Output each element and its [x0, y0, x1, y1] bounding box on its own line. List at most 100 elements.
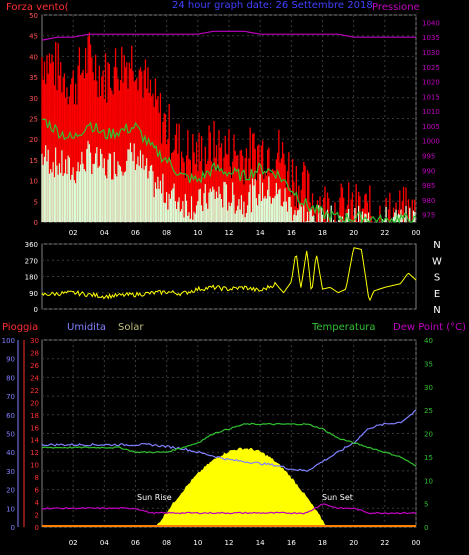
- wind-y-tick-label: 35: [29, 74, 38, 82]
- rain-y-tick-label: 14: [30, 437, 39, 445]
- direction-y-tick-label: 0: [34, 306, 38, 314]
- wind-x-tick-label: 22: [380, 229, 389, 237]
- humidity-y-tick-label: 60: [6, 412, 15, 420]
- wind-y-tick-label: 45: [29, 33, 38, 41]
- rain-y-tick-label: 24: [30, 374, 39, 382]
- direction-y-tick-label: 90: [29, 290, 38, 298]
- temperature-y-tick-label: 5: [424, 501, 428, 509]
- sunset-annotation: Sun Set: [322, 493, 353, 502]
- weather-x-tick-label: 20: [349, 539, 358, 547]
- weather-x-tick-label: 16: [287, 539, 296, 547]
- humidity-y-tick-label: 40: [6, 449, 15, 457]
- humidity-y-tick-label: 100: [2, 337, 15, 345]
- humidity-y-tick-label: 50: [6, 431, 15, 439]
- rain-y-tick-label: 18: [30, 412, 39, 420]
- temperature-y-tick-label: 20: [424, 431, 433, 439]
- temperature-y-tick-label: 0: [424, 524, 428, 532]
- humidity-y-tick-label: 70: [6, 393, 15, 401]
- wind-x-tick-label: 16: [287, 229, 296, 237]
- dew-point-line: [42, 503, 417, 515]
- wind-y-tick-label: 40: [29, 53, 38, 61]
- wind-x-tick-label: 08: [162, 229, 171, 237]
- weather-x-tick-label: 08: [162, 539, 171, 547]
- temperature-axis-title: Temperatura: [311, 322, 376, 333]
- wind-x-tick-label: 12: [225, 229, 234, 237]
- wind-y-tick-label: 5: [34, 198, 38, 206]
- pressure-y-tick-label: 995: [422, 152, 435, 160]
- weather-x-tick-label: 06: [131, 539, 140, 547]
- compass-label: W: [432, 256, 442, 267]
- wind-y-tick-label: 50: [29, 12, 38, 20]
- weather-panel: 0102030405060708090100024681012141618202…: [2, 337, 433, 547]
- weather-x-tick-label: 10: [193, 539, 202, 547]
- wind-y-tick-label: 15: [29, 157, 38, 165]
- temperature-line: [41, 422, 417, 467]
- wind-y-tick-label: 20: [29, 136, 38, 144]
- direction-y-tick-label: 270: [25, 257, 38, 265]
- humidity-y-tick-label: 90: [6, 356, 15, 364]
- pressure-y-tick-label: 985: [422, 182, 435, 190]
- humidity-y-tick-label: 30: [6, 468, 15, 476]
- temperature-y-tick-label: 35: [424, 360, 433, 368]
- wind-y-tick-label: 30: [29, 95, 38, 103]
- temperature-y-tick-label: 30: [424, 384, 433, 392]
- rain-y-tick-label: 16: [30, 424, 39, 432]
- temperature-y-tick-label: 40: [424, 337, 433, 345]
- wind-y-tick-label: 0: [34, 219, 38, 227]
- pressure-y-tick-label: 1020: [422, 79, 440, 87]
- wind-axis-title: Forza vento(: [6, 2, 69, 13]
- pressure-y-tick-label: 980: [422, 197, 435, 205]
- temperature-y-tick-label: 25: [424, 407, 433, 415]
- rain-y-tick-label: 6: [35, 487, 40, 495]
- rain-y-tick-label: 10: [30, 462, 39, 470]
- humidity-y-tick-label: 10: [6, 505, 15, 513]
- weather-x-tick-label: 12: [225, 539, 234, 547]
- humidity-y-tick-label: 0: [11, 524, 15, 532]
- direction-y-tick-label: 360: [25, 241, 38, 249]
- wind-x-tick-label: 10: [193, 229, 202, 237]
- wind-x-tick-label: 20: [349, 229, 358, 237]
- rain-y-tick-label: 20: [30, 399, 39, 407]
- solar-radiation-area: [155, 447, 328, 527]
- weather-x-tick-label: 18: [318, 539, 327, 547]
- weather-x-tick-label: 02: [69, 539, 78, 547]
- pressure-y-tick-label: 1040: [422, 19, 440, 27]
- pressure-y-tick-label: 975: [422, 212, 435, 220]
- direction-y-tick-label: 180: [25, 274, 38, 282]
- pressure-y-tick-label: 1015: [422, 93, 440, 101]
- sunrise-annotation: Sun Rise: [137, 493, 172, 502]
- humidity-y-tick-label: 20: [6, 487, 15, 495]
- wind-average-line: [41, 118, 417, 225]
- rain-y-tick-label: 26: [30, 362, 39, 370]
- pressure-axis-title: Pressione: [372, 2, 420, 13]
- compass-label: N: [433, 240, 440, 251]
- rain-y-tick-label: 22: [30, 387, 39, 395]
- temperature-y-tick-label: 10: [424, 477, 433, 485]
- pressure-y-tick-label: 1030: [422, 49, 440, 57]
- dewpoint-axis-title: Dew Point (°C): [393, 322, 466, 333]
- rain-axis-title: Pioggia: [2, 322, 38, 333]
- wind-x-tick-label: 00: [412, 229, 421, 237]
- rain-y-tick-label: 4: [35, 499, 40, 507]
- wind-x-tick-label: 04: [100, 229, 109, 237]
- wind-y-tick-label: 10: [29, 178, 38, 186]
- wind-pressure-panel: 0510152025303540455097598098599099510001…: [29, 12, 440, 237]
- wind-direction-line: [41, 247, 417, 302]
- pressure-y-tick-label: 1025: [422, 64, 440, 72]
- wind-x-tick-label: 14: [256, 229, 265, 237]
- compass-label: E: [434, 289, 440, 300]
- pressure-y-tick-label: 1005: [422, 123, 440, 131]
- weather-x-tick-label: 14: [256, 539, 265, 547]
- rain-y-tick-label: 28: [30, 349, 39, 357]
- rain-y-tick-label: 30: [30, 337, 39, 345]
- compass-label: N: [433, 305, 440, 316]
- temperature-y-tick-label: 15: [424, 454, 433, 462]
- pressure-y-tick-label: 1000: [422, 138, 440, 146]
- solar-axis-title: Solar: [118, 322, 144, 333]
- wind-x-tick-label: 02: [69, 229, 78, 237]
- compass-label: S: [434, 273, 440, 284]
- wind-x-tick-label: 06: [131, 229, 140, 237]
- rain-y-tick-label: 12: [30, 449, 39, 457]
- wind-y-tick-label: 25: [29, 116, 38, 124]
